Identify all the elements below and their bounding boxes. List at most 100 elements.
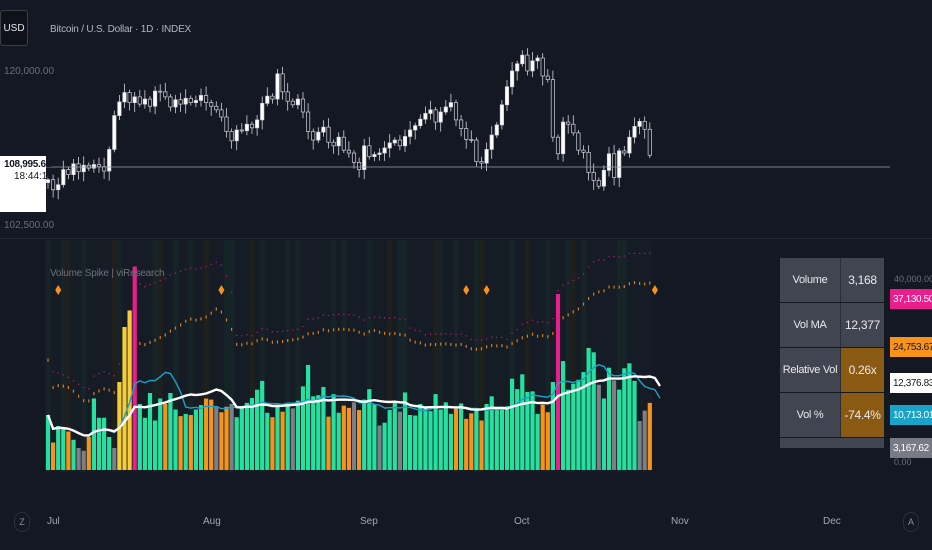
mid-band-dot: [190, 317, 192, 321]
volume-band: [106, 240, 112, 472]
upper-band-dot: [307, 318, 309, 320]
volume-band: [137, 240, 143, 472]
volume-bar: [234, 417, 239, 470]
pane-divider[interactable]: [0, 238, 932, 239]
volume-band: [325, 240, 332, 472]
mid-band-dot: [251, 342, 253, 346]
volume-band: [254, 240, 260, 472]
volume-bar: [127, 310, 132, 470]
volume-bar: [453, 408, 459, 470]
volume-band: [611, 240, 617, 472]
volume-band: [203, 240, 209, 472]
vol-tag-mid: 24,753.67: [890, 337, 932, 357]
candle-body: [448, 102, 453, 108]
volume-bar: [275, 406, 280, 470]
candle-body: [443, 106, 448, 113]
mid-band-dot: [113, 391, 115, 395]
currency-button[interactable]: USD: [0, 10, 28, 46]
auto-scale-button[interactable]: A: [903, 512, 919, 532]
mid-band-dot: [282, 340, 284, 344]
volume-bar: [362, 399, 367, 470]
candle-body: [163, 91, 168, 98]
candle-body: [515, 63, 520, 72]
volume-bar: [637, 421, 642, 470]
candle-body: [453, 102, 459, 121]
upper-band-dot: [368, 317, 370, 319]
mid-band-dot: [261, 337, 263, 341]
upper-band-dot: [205, 265, 207, 268]
candle-body: [402, 136, 408, 147]
volume-bar: [627, 363, 632, 470]
volume-bar: [387, 410, 392, 470]
volume-bar: [448, 413, 453, 470]
mid-band-dot: [506, 345, 508, 349]
upper-band-dot: [317, 317, 319, 319]
mid-band-dot: [195, 318, 197, 322]
time-tick-nov: Nov: [671, 516, 689, 527]
cyan-ma-line: [47, 363, 661, 437]
indicator-title[interactable]: Volume Spike | viResearch: [50, 268, 165, 279]
time-tick-dec: Dec: [823, 516, 841, 527]
volume-band: [361, 240, 367, 472]
volume-band: [376, 240, 383, 472]
candle-body: [433, 109, 438, 123]
candle-body: [117, 101, 122, 116]
candle-body: [280, 73, 285, 93]
last-price-tag: 108,995.61 18:44:18: [0, 156, 53, 212]
mid-band-dot: [608, 285, 610, 289]
upper-band-dot: [154, 282, 156, 284]
upper-band-dot: [72, 380, 75, 382]
volume-bar: [535, 413, 540, 470]
volume-band: [249, 240, 255, 472]
stats-value: 0.26x: [841, 348, 884, 392]
volume-bar: [479, 420, 484, 470]
volume-bar: [561, 361, 566, 470]
mid-band-dot: [470, 347, 472, 351]
volume-band: [239, 240, 245, 472]
volume-band: [478, 240, 485, 472]
mid-band-dot: [455, 343, 457, 347]
candle-body: [224, 116, 229, 132]
volume-band: [550, 240, 556, 472]
mid-band-dot: [57, 384, 59, 388]
volume-bar: [137, 404, 142, 470]
candle-body: [596, 180, 601, 187]
mid-band-dot: [302, 335, 304, 339]
volume-bar: [86, 437, 91, 470]
zoom-button[interactable]: Z: [14, 512, 30, 532]
mid-band-dot: [389, 332, 391, 336]
volume-bar: [336, 412, 341, 470]
upper-band-dot: [628, 252, 630, 254]
volume-band: [443, 240, 449, 472]
upper-band-dot: [521, 323, 523, 325]
volume-bar: [346, 407, 351, 470]
candle-body: [418, 118, 423, 127]
volume-band: [387, 240, 393, 472]
upper-band-dot: [389, 317, 391, 319]
volume-bar: [351, 402, 357, 470]
volume-band: [468, 240, 474, 472]
spike-marker-icon: [463, 285, 470, 295]
mid-band-dot: [384, 331, 386, 335]
volume-band: [382, 240, 388, 472]
volume-bar: [132, 266, 137, 470]
candle-body: [51, 179, 56, 191]
mid-band-dot: [348, 328, 350, 332]
volume-band: [183, 240, 189, 472]
volume-band: [601, 240, 607, 472]
upper-band-dot: [378, 316, 381, 319]
symbol-title[interactable]: Bitcoin / U.S. Dollar · 1D · INDEX: [50, 24, 192, 35]
candle-body: [469, 139, 474, 141]
upper-band-dot: [236, 334, 238, 337]
volume-band: [560, 240, 566, 472]
candle-body: [397, 139, 402, 147]
volume-bar: [331, 394, 336, 470]
mid-band-dot: [623, 285, 625, 289]
upper-band-dot: [613, 256, 615, 258]
volume-band: [433, 240, 439, 472]
upper-band-dot: [598, 259, 600, 261]
mid-band-dot: [343, 327, 345, 331]
volume-band: [188, 240, 194, 472]
volume-bar: [367, 389, 372, 470]
